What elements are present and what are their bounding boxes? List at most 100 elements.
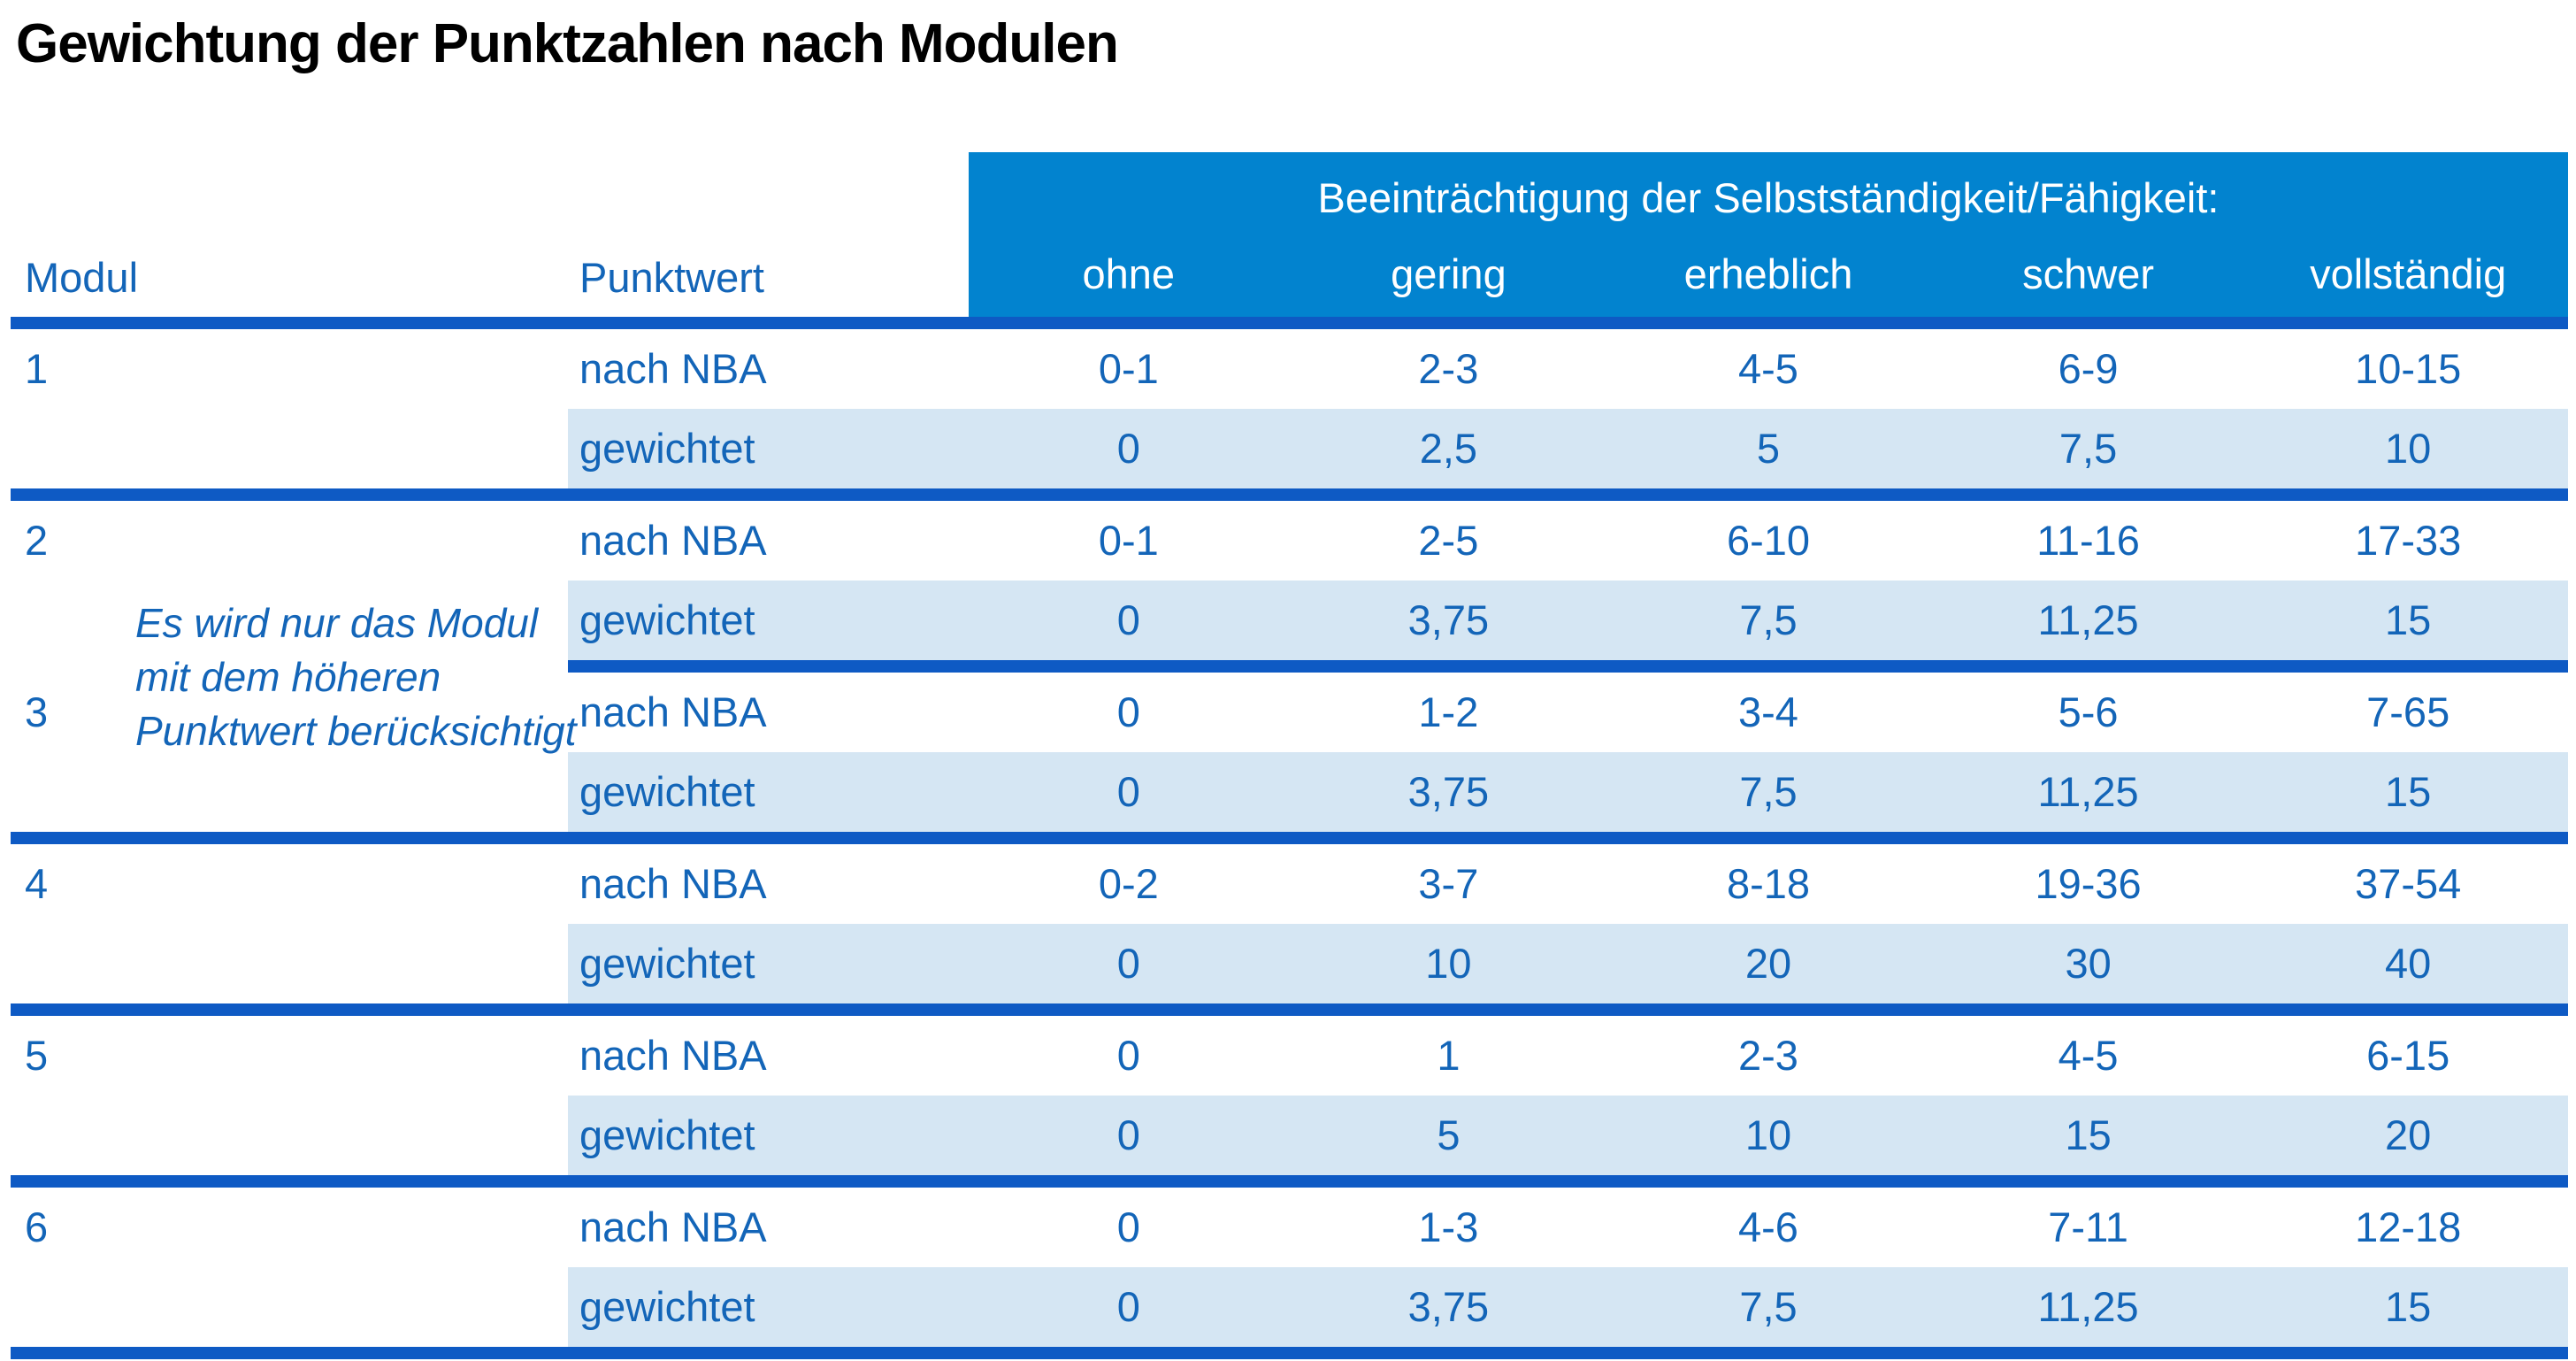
weighted-row-highlight [568,752,2568,832]
value-cell: 17-33 [2355,517,2462,564]
value-cell: 0-2 [1098,860,1159,907]
value-cell: 1-2 [1418,688,1479,735]
row-label-nba: nach NBA [579,860,767,907]
module-2-nba-row: 2 nach NBA 0-1 2-5 6-10 11-16 17-33 [0,501,2576,581]
value-cell: 15 [2385,596,2432,643]
weighted-row-highlight [568,924,2568,1003]
weighted-row-highlight [568,1096,2568,1175]
row-label-nba: nach NBA [579,1203,767,1250]
value-cell: 11-16 [2036,517,2140,564]
value-cell: 19-36 [2035,860,2142,907]
value-cell: 0 [1116,425,1140,472]
value-cell: 0 [1116,688,1140,735]
severity-label-gering: gering [1391,250,1506,297]
value-cell: 2-5 [1418,517,1479,564]
value-cell: 15 [2065,1111,2112,1158]
value-cell: 4-5 [1738,345,1798,392]
value-cell: 6-10 [1726,517,1811,564]
group-separator-line [11,832,2568,844]
value-cell: 7,5 [1739,1283,1798,1330]
value-cell: 5 [1437,1111,1460,1158]
value-cell: 15 [2385,1283,2432,1330]
value-cell: 11,25 [2037,768,2139,815]
severity-label-ohne: ohne [1082,250,1176,297]
partial-separator-line [568,660,2568,673]
value-cell: 5-6 [2058,688,2119,735]
group-separator-line [11,1347,2568,1359]
module-5-weighted-row: gewichtet 0 5 10 15 20 [0,1096,2576,1175]
value-cell: 7-11 [2048,1203,2128,1250]
note-line: mit dem höheren [135,654,441,700]
module-1-weighted-row: gewichtet 0 2,5 5 7,5 10 [0,409,2576,488]
value-cell: 0 [1116,768,1140,815]
value-cell: 2-3 [1418,345,1479,392]
module-3-weighted-row: gewichtet 0 3,75 7,5 11,25 15 [0,752,2576,832]
value-cell: 30 [2065,940,2112,987]
module-number: 4 [25,860,49,907]
value-cell: 11,25 [2037,596,2139,643]
module-number: 5 [25,1032,49,1079]
value-cell: 0 [1116,940,1140,987]
value-cell: 20 [2385,1111,2432,1158]
module-number: 2 [25,517,49,564]
value-cell: 2,5 [1419,425,1478,472]
value-cell: 7-65 [2366,688,2450,735]
note-line: Punktwert berücksichtigt [135,708,577,754]
note-line: Es wird nur das Modul [135,600,539,646]
value-cell: 20 [1744,940,1792,987]
severity-label-erheblich: erheblich [1683,250,1853,297]
value-cell: 8-18 [1726,860,1811,907]
module-3-nba-row: 3 nach NBA 0 1-2 3-4 5-6 7-65 [0,673,2576,752]
value-cell: 37-54 [2355,860,2462,907]
value-cell: 11,25 [2037,1283,2139,1330]
value-cell: 0 [1116,596,1140,643]
row-label-weighted: gewichtet [579,596,755,643]
value-cell: 3,75 [1407,596,1490,643]
row-label-nba: nach NBA [579,345,767,392]
value-cell: 0 [1116,1203,1140,1250]
punktwert-column-header: Punktwert [579,254,764,301]
value-cell: 3,75 [1407,768,1490,815]
group-separator-line [11,1003,2568,1016]
row-label-nba: nach NBA [579,1032,767,1079]
value-cell: 10 [2385,425,2432,472]
value-cell: 6-15 [2366,1032,2450,1079]
value-cell: 3-7 [1418,860,1479,907]
weighted-row-highlight [568,409,2568,488]
module-2-weighted-row: gewichtet 0 3,75 7,5 11,25 15 [0,581,2576,660]
group-separator-line [11,1175,2568,1188]
impairment-header-band: Beeinträchtigung der Selbstständigkeit/F… [969,152,2568,317]
page-title: Gewichtung der Punktzahlen nach Modulen [16,13,1119,74]
value-cell: 15 [2385,768,2432,815]
row-label-nba: nach NBA [579,517,767,564]
value-cell: 10-15 [2355,345,2462,392]
value-cell: 3-4 [1738,688,1798,735]
module-6-nba-row: 6 nach NBA 0 1-3 4-6 7-11 12-18 [0,1188,2576,1267]
modul-column-header: Modul [25,254,139,301]
module-number: 1 [25,345,49,392]
row-label-weighted: gewichtet [579,940,755,987]
module-number: 6 [25,1203,49,1250]
value-cell: 0 [1116,1032,1140,1079]
group-separator-line [11,488,2568,501]
weighted-row-highlight [568,581,2568,660]
value-cell: 0-1 [1098,517,1159,564]
row-label-weighted: gewichtet [579,768,755,815]
value-cell: 7,5 [1739,768,1798,815]
value-cell: 12-18 [2355,1203,2462,1250]
severity-label-vollständig: vollständig [2310,250,2507,297]
value-cell: 3,75 [1407,1283,1490,1330]
value-cell: 4-5 [2058,1032,2119,1079]
severity-label-schwer: schwer [2022,250,2155,297]
value-cell: 1 [1437,1032,1460,1079]
row-label-nba: nach NBA [579,688,767,735]
module-6-weighted-row: gewichtet 0 3,75 7,5 11,25 15 [0,1267,2576,1347]
value-cell: 1-3 [1418,1203,1479,1250]
row-label-weighted: gewichtet [579,425,755,472]
row-label-weighted: gewichtet [579,1111,755,1158]
module-number: 3 [25,688,49,735]
value-cell: 7,5 [2058,425,2118,472]
module-4-nba-row: 4 nach NBA 0-2 3-7 8-18 19-36 37-54 [0,844,2576,924]
value-cell: 6-9 [2058,345,2119,392]
value-cell: 4-6 [1738,1203,1798,1250]
